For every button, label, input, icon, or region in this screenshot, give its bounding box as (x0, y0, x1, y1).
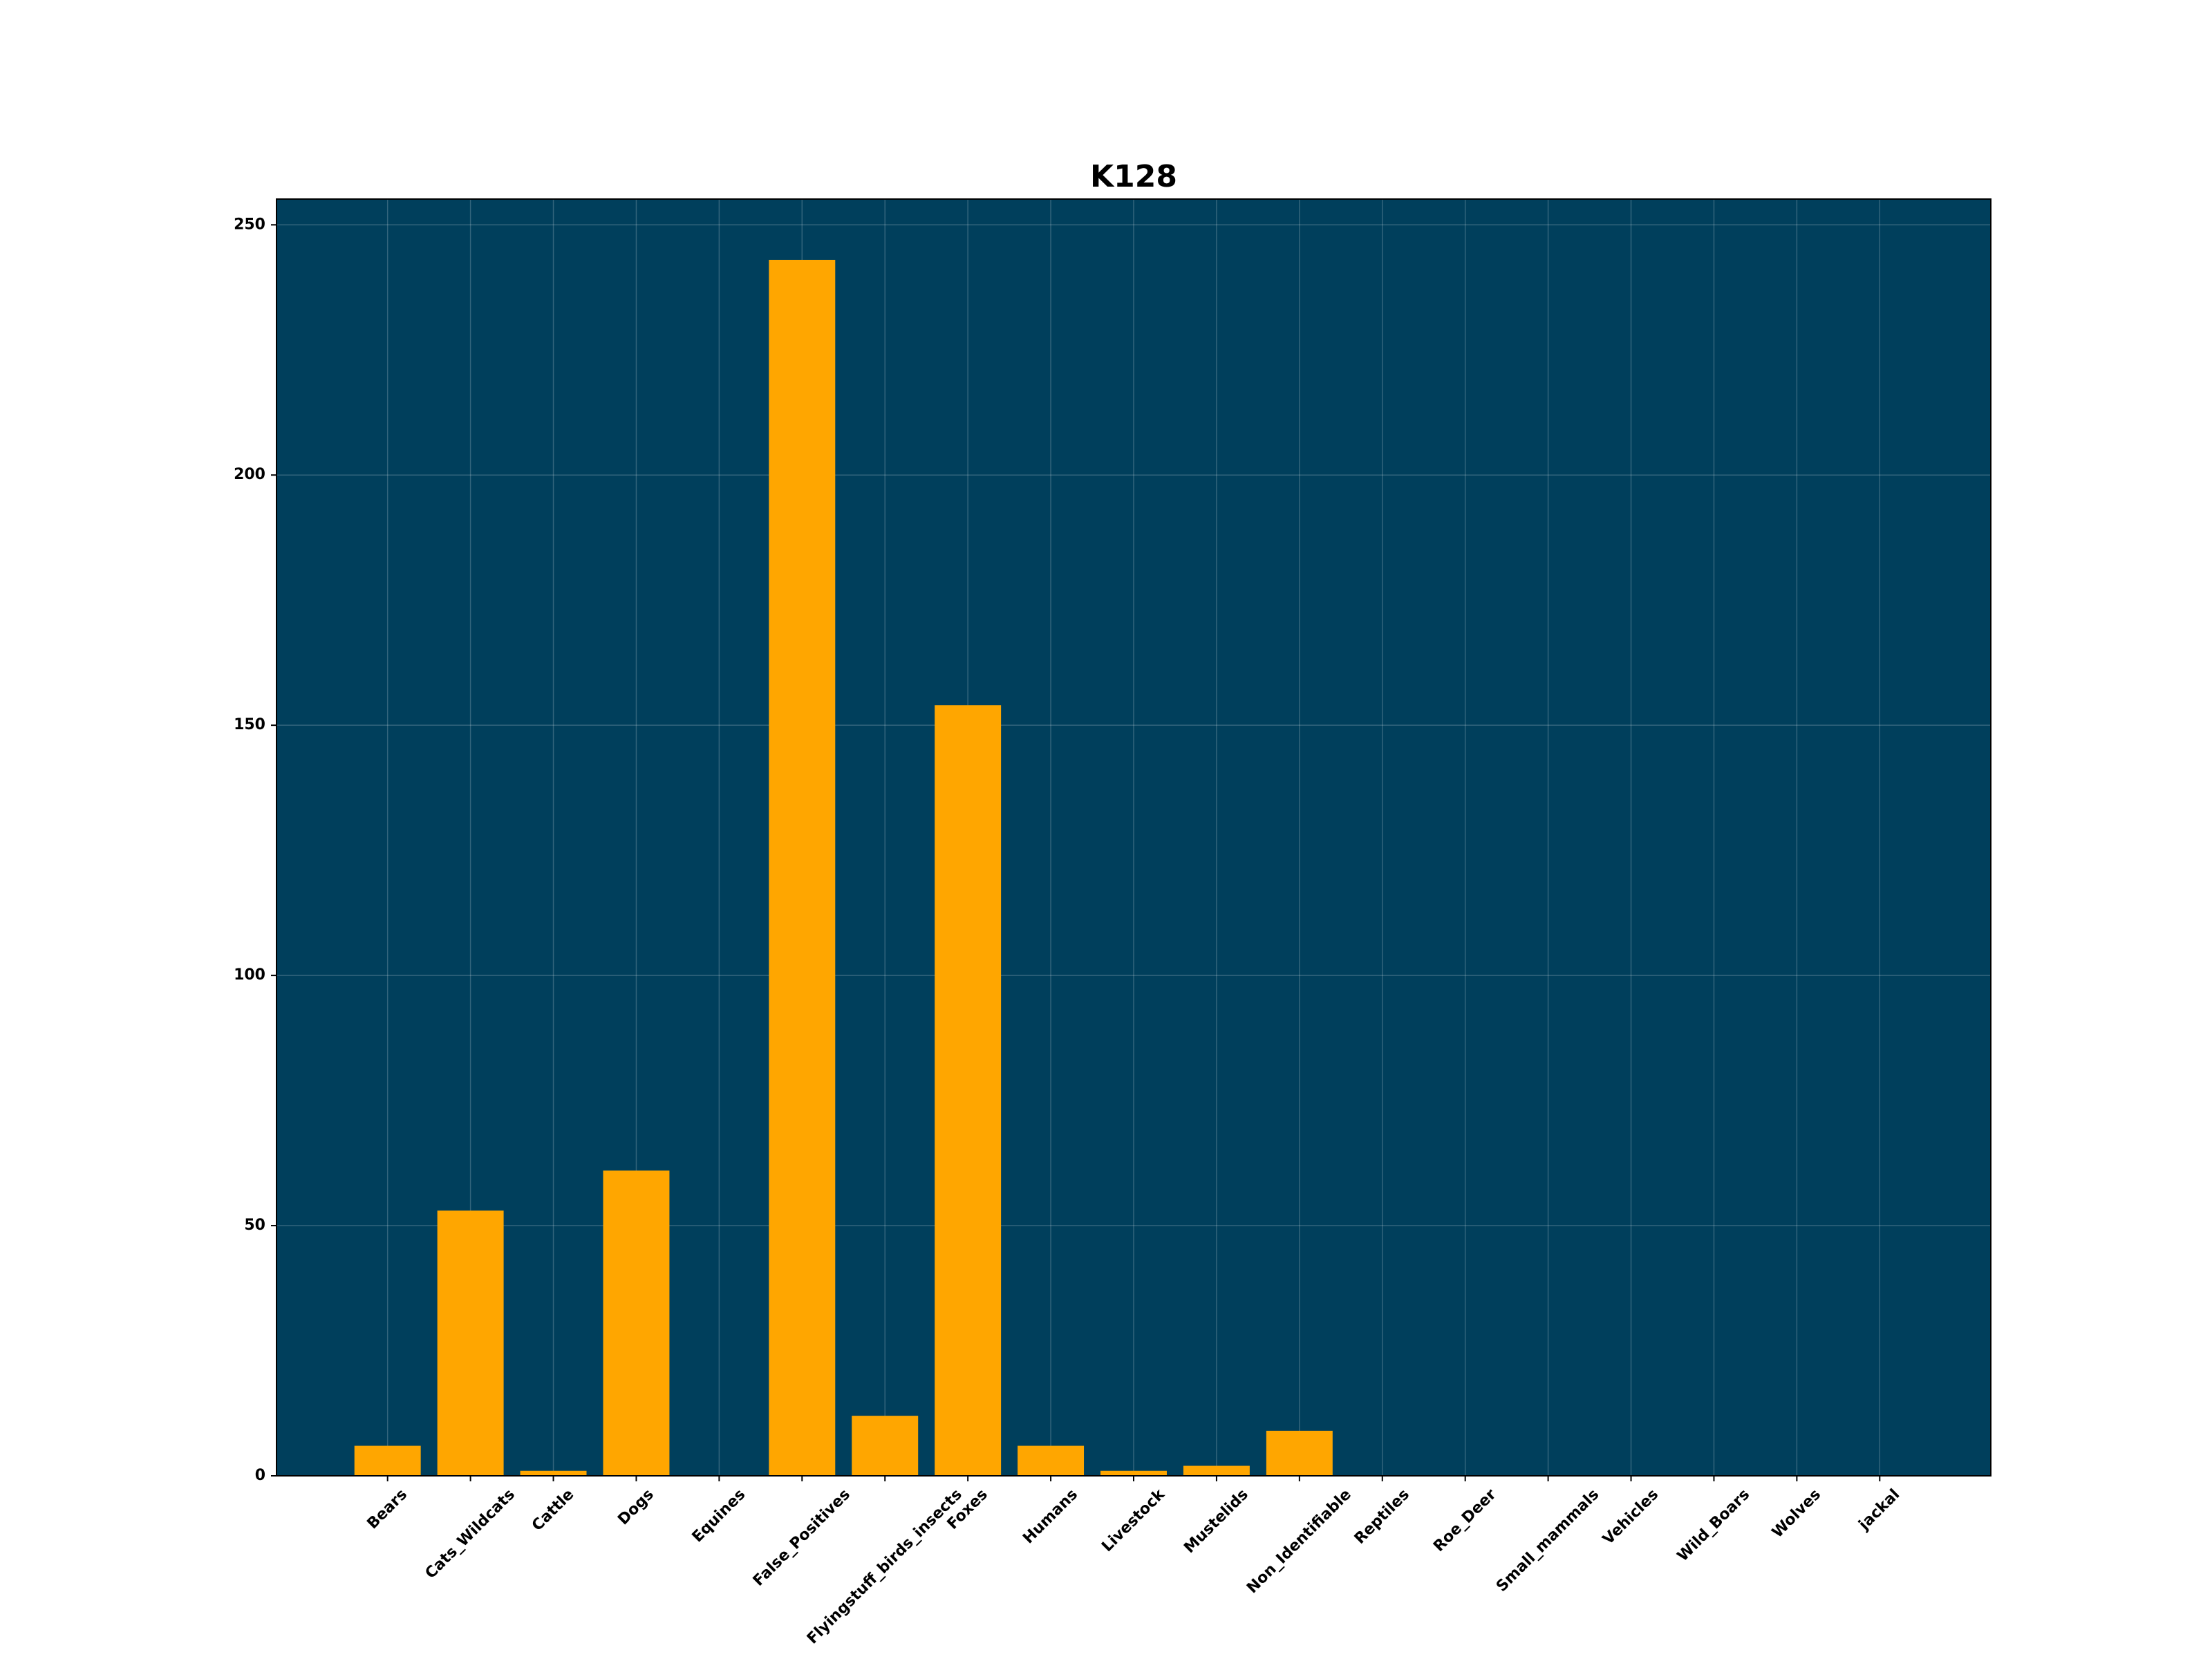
x-tick-label: Humans (1020, 1486, 1081, 1548)
bar (520, 1470, 587, 1476)
x-tick-label: Cattle (529, 1486, 577, 1535)
bar (1266, 1430, 1333, 1476)
x-tick-label: Wild_Boars (1674, 1486, 1753, 1565)
bar (603, 1170, 670, 1476)
x-tick-label: Equines (689, 1486, 749, 1546)
x-tick-label: Livestock (1098, 1485, 1169, 1556)
x-tick-label: Dogs (615, 1486, 657, 1529)
bar (1018, 1445, 1085, 1476)
x-tick-label: Wolves (1769, 1486, 1824, 1541)
bar (1183, 1465, 1250, 1476)
plot-frame (276, 198, 1991, 1477)
x-tick-label: Vehicles (1600, 1486, 1662, 1548)
x-tick-label: Small_mammals (1493, 1486, 1602, 1595)
bar (1100, 1470, 1167, 1476)
y-tick-label: 200 (234, 466, 265, 483)
y-tick-label: 50 (244, 1217, 265, 1234)
y-tick-label: 150 (234, 716, 265, 733)
bar (769, 259, 836, 1476)
bar (437, 1210, 504, 1476)
x-tick-label: False_Positives (750, 1486, 854, 1590)
chart-title: K128 (1090, 159, 1177, 194)
y-tick-label: 0 (255, 1467, 265, 1484)
bar (354, 1445, 421, 1476)
y-tick-label: 250 (234, 216, 265, 233)
x-tick-label: Mustelids (1181, 1486, 1252, 1557)
x-tick-label: Reptiles (1351, 1486, 1413, 1548)
x-tick-label: Bears (364, 1486, 411, 1533)
x-tick-label: Roe_Deer (1430, 1485, 1499, 1555)
x-tick-label: jackal (1855, 1486, 1904, 1535)
y-tick-label: 100 (234, 966, 265, 984)
x-tick-label: Non_Identifiable (1244, 1486, 1355, 1597)
bar (935, 705, 1002, 1476)
plot-area (276, 199, 1991, 1476)
bar (852, 1416, 919, 1476)
x-tick-label: Cats_Wildcats (422, 1486, 518, 1582)
